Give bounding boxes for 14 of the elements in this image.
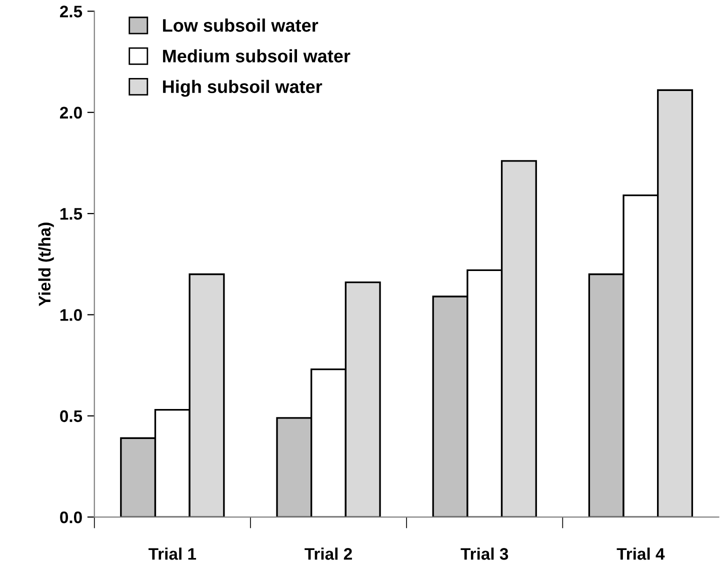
y-tick-label: 1.0 xyxy=(60,309,82,321)
x-tick-label: Trial 2 xyxy=(304,548,352,560)
y-tick-label: 2.0 xyxy=(60,106,82,119)
y-tick-label: 1.5 xyxy=(60,208,82,220)
legend-label: High subsoil water xyxy=(163,80,322,97)
y-tick-label: 0.5 xyxy=(60,410,82,422)
legend-label: Low subsoil water xyxy=(163,18,318,32)
x-tick-label: Trial 4 xyxy=(616,548,665,560)
x-tick-label: Trial 3 xyxy=(460,548,508,560)
y-tick-label: 2.5 xyxy=(60,6,82,18)
y-tick-label: 0.0 xyxy=(60,511,82,524)
y-axis-title: Yield (t/ha) xyxy=(38,222,54,306)
x-tick-label: Trial 1 xyxy=(148,548,196,560)
legend-label: Medium subsoil water xyxy=(163,49,350,62)
